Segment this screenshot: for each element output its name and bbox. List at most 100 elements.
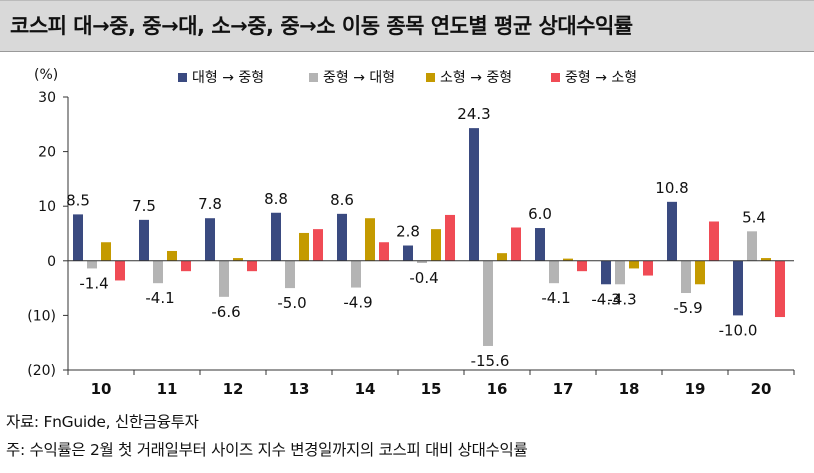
- bar-12-series-1: [205, 218, 215, 261]
- bar-16-series-3: [497, 253, 507, 261]
- bar-18-series-1: [601, 260, 611, 285]
- data-label: 5.4: [742, 208, 766, 226]
- data-label: -1.4: [79, 274, 108, 292]
- data-label: -5.0: [277, 294, 306, 312]
- legend-label: 소형 → 중형: [440, 70, 512, 86]
- bar-13-series-1: [271, 212, 281, 261]
- source-note: 자료: FnGuide, 신한금융투자: [6, 413, 199, 431]
- data-label: 6.0: [528, 205, 552, 223]
- legend-label: 중형 → 소형: [565, 70, 637, 86]
- bar-chart: (%) 대형 → 중형 중형 → 대형 소형 → 중형 중형 → 소형 30 20 10 0…: [27, 67, 795, 398]
- bar-16-series-2: [483, 260, 493, 346]
- x-tick-label: 15: [421, 380, 442, 398]
- bar-19-series-2: [681, 260, 691, 294]
- bar-10-series-2: [87, 260, 97, 269]
- bar-20-series-2: [747, 231, 757, 261]
- legend-swatch: [551, 73, 560, 82]
- bar-18-series-4: [643, 260, 653, 276]
- bar-19-series-3: [695, 260, 705, 285]
- data-label: -4.1: [541, 289, 570, 307]
- legend-swatch: [309, 73, 318, 82]
- data-label: 7.8: [198, 195, 222, 213]
- x-tick-label: 14: [355, 380, 376, 398]
- x-tick-label: 19: [685, 380, 706, 398]
- bar-10-series-3: [101, 242, 111, 261]
- bar-16-series-4: [511, 227, 521, 261]
- x-tick-label: 11: [157, 380, 178, 398]
- x-tick-label: 20: [751, 380, 772, 398]
- chart-title: 코스피 대→중, 중→대, 소→중, 중→소 이동 종목 연도별 평균 상대수익…: [10, 14, 633, 38]
- bar-11-series-1: [139, 219, 149, 261]
- data-label: 8.8: [264, 190, 288, 208]
- data-label: -4.3: [591, 290, 620, 308]
- data-label: -4.3: [607, 290, 636, 308]
- bar-15-series-2: [417, 260, 427, 263]
- bar-14-series-3: [365, 218, 375, 261]
- bar-13-series-3: [299, 232, 309, 261]
- x-tick-label: 12: [223, 380, 244, 398]
- y-tick-label: 30: [38, 90, 56, 106]
- data-label: -4.9: [343, 294, 372, 312]
- bar-11-series-2: [153, 260, 163, 284]
- bar-17-series-1: [535, 228, 545, 261]
- bar-13-series-4: [313, 229, 323, 261]
- bar-10-series-4: [115, 260, 125, 281]
- bar-12-series-2: [219, 260, 229, 297]
- bar-18-series-2: [615, 260, 625, 285]
- data-label: 8.6: [330, 191, 354, 209]
- x-tick-label: 10: [91, 380, 112, 398]
- legend-swatch: [426, 73, 435, 82]
- bar-15-series-3: [431, 229, 441, 261]
- legend-swatch: [178, 73, 187, 82]
- x-tick-label: 17: [553, 380, 574, 398]
- bar-16-series-1: [469, 128, 479, 261]
- y-axis: 30 20 10 0 (10) (20): [27, 90, 68, 379]
- bar-12-series-3: [233, 258, 243, 261]
- y-tick-label: 0: [47, 254, 56, 270]
- bar-20-series-3: [761, 258, 771, 261]
- y-tick-label: 10: [38, 199, 56, 215]
- bar-11-series-4: [181, 260, 191, 272]
- data-label: 8.5: [66, 191, 90, 209]
- y-axis-unit-label: (%): [34, 67, 58, 83]
- bar-15-series-4: [445, 214, 455, 261]
- data-label: 24.3: [457, 105, 490, 123]
- bar-11-series-3: [167, 250, 177, 261]
- bar-14-series-2: [351, 260, 361, 288]
- bar-15-series-1: [403, 245, 413, 261]
- y-tick-label: (20): [27, 363, 56, 379]
- bar-14-series-1: [337, 213, 347, 261]
- y-tick-label: 20: [38, 145, 56, 161]
- data-label: -5.9: [673, 299, 702, 317]
- bar-17-series-4: [577, 260, 587, 272]
- data-label: 10.8: [655, 179, 688, 197]
- bar-13-series-2: [285, 260, 295, 289]
- y-tick-label: (10): [27, 308, 56, 324]
- legend-label: 중형 → 대형: [323, 70, 395, 86]
- footnote: 주: 수익률은 2월 첫 거래일부터 사이즈 지수 변경일까지의 코스피 대비 …: [6, 441, 528, 459]
- x-tick-label: 18: [619, 380, 640, 398]
- x-tick-label: 13: [289, 380, 310, 398]
- legend-label: 대형 → 중형: [192, 70, 264, 86]
- x-axis: 10 11 12 13 14 15 16 17 18 19 20: [67, 370, 795, 398]
- bar-12-series-4: [247, 260, 257, 272]
- data-label: -4.1: [145, 289, 174, 307]
- data-label: -10.0: [719, 321, 758, 339]
- bar-20-series-4: [775, 260, 785, 318]
- bar-19-series-4: [709, 221, 719, 261]
- bar-17-series-2: [549, 260, 559, 284]
- data-label: 7.5: [132, 197, 156, 215]
- data-labels: 8.5 7.5 7.8 8.8 8.6 2.8 24.3 6.0 -4.3 10.8 -10.0 -1…: [66, 105, 766, 370]
- bar-10-series-1: [73, 214, 83, 261]
- data-label: 2.8: [396, 223, 420, 241]
- bar-18-series-3: [629, 260, 639, 269]
- title-bar: 코스피 대→중, 중→대, 소→중, 중→소 이동 종목 연도별 평균 상대수익…: [0, 0, 814, 52]
- data-label: -6.6: [211, 303, 240, 321]
- bars: [73, 128, 785, 346]
- bar-20-series-1: [733, 260, 743, 316]
- legend: 대형 → 중형 중형 → 대형 소형 → 중형 중형 → 소형: [178, 70, 637, 86]
- data-label: -15.6: [471, 352, 510, 370]
- data-label: -0.4: [409, 269, 438, 287]
- bar-17-series-3: [563, 258, 573, 261]
- x-tick-label: 16: [487, 380, 508, 398]
